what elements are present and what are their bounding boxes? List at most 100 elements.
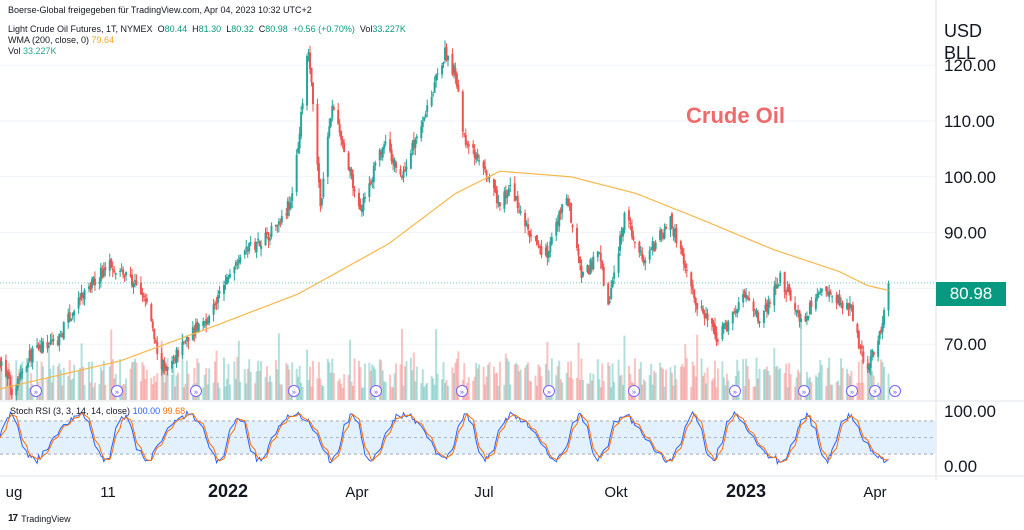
- volume-bar: [291, 362, 294, 400]
- candle-body: [82, 294, 85, 298]
- candle-body: [492, 179, 495, 189]
- candle-body: [255, 241, 258, 253]
- candle-body: [457, 84, 460, 92]
- volume-bar: [755, 357, 758, 400]
- low-value: 80.32: [231, 24, 254, 34]
- volume-bar: [139, 381, 142, 400]
- volume-bar: [518, 371, 521, 400]
- candle-body: [774, 283, 777, 289]
- candle-body: [589, 259, 592, 275]
- svg-text:»: »: [460, 388, 465, 397]
- candle-body: [878, 331, 881, 340]
- volume-bar: [258, 370, 261, 400]
- candle-body: [703, 312, 706, 319]
- volume-bar: [682, 367, 685, 400]
- candle-body: [389, 139, 392, 152]
- candle-body: [288, 202, 291, 210]
- candle-body: [804, 315, 807, 322]
- volume-bar: [227, 363, 230, 400]
- candle-body: [883, 310, 886, 325]
- volume-bar: [765, 366, 768, 400]
- candle-body: [154, 340, 157, 343]
- candle-body: [104, 267, 107, 271]
- candle-body: [665, 226, 668, 230]
- candle-body: [816, 293, 819, 299]
- candle-body: [633, 241, 636, 243]
- candle-body: [651, 241, 654, 250]
- volume-bar: [444, 383, 447, 400]
- candle-body: [150, 304, 153, 321]
- volume-bar: [498, 361, 501, 400]
- candle-body: [534, 236, 537, 238]
- candle-body: [144, 299, 147, 301]
- volume-bar: [276, 369, 279, 400]
- volume-bar: [331, 358, 334, 400]
- volume-bar: [835, 381, 838, 400]
- candle-body: [30, 349, 33, 362]
- candle-body: [343, 143, 346, 153]
- volume-bar: [880, 359, 883, 400]
- volume-bar: [402, 385, 405, 400]
- volume-bar: [773, 348, 776, 400]
- candle-body: [446, 55, 449, 61]
- candle-body: [881, 323, 884, 333]
- volume-bar: [163, 382, 166, 400]
- volume-bar: [519, 369, 522, 400]
- candle-body: [392, 158, 395, 164]
- volume-bar: [310, 386, 313, 400]
- volume-bar: [673, 365, 676, 400]
- volume-bar: [525, 364, 528, 400]
- tradingview-brand[interactable]: 17 TradingView: [8, 513, 71, 524]
- volume-bar: [487, 364, 490, 400]
- volume-bar: [472, 380, 475, 400]
- candle-body: [141, 292, 144, 296]
- candle-body: [663, 228, 666, 239]
- event-markers[interactable]: » » » » » » » » » » » ⚡ »: [30, 385, 901, 397]
- vol-legend: Vol 33.227K: [8, 46, 57, 56]
- event-arrow-icon: [456, 385, 468, 397]
- volume-bar: [214, 361, 217, 400]
- candle-body: [561, 204, 564, 213]
- volume-bar: [47, 348, 50, 400]
- candle-body: [734, 310, 737, 313]
- volume-bar: [743, 385, 746, 400]
- volume-bar: [457, 351, 460, 400]
- volume-bar: [279, 384, 282, 400]
- volume-bar: [691, 361, 694, 400]
- volume-bar: [119, 359, 122, 400]
- candle-body: [444, 47, 447, 61]
- candle-body: [162, 359, 165, 372]
- volume-bar: [696, 334, 699, 400]
- volume-bar: [46, 377, 49, 400]
- volume-bar: [617, 359, 620, 400]
- volume-bar: [389, 374, 392, 400]
- volume-bar: [90, 361, 93, 400]
- candle-body: [426, 105, 429, 112]
- volume-bar: [298, 365, 301, 400]
- candle-body: [222, 284, 225, 294]
- volume-bar: [528, 380, 531, 400]
- candle-body: [690, 272, 693, 287]
- x-tick-label: 11: [100, 484, 116, 501]
- volume-bar: [653, 370, 656, 400]
- candle-body: [237, 260, 240, 264]
- volume-bar: [828, 357, 831, 400]
- volume-bar: [212, 382, 215, 400]
- candle-body: [196, 321, 199, 330]
- stoch-rsi-legend: Stoch RSI (3, 3, 14, 14, close) 100.00 9…: [10, 406, 186, 416]
- candle-body: [831, 296, 834, 298]
- candle-body: [800, 318, 803, 322]
- volume-bar: [122, 384, 125, 400]
- candle-body: [123, 275, 126, 277]
- volume-bar: [592, 373, 595, 400]
- volume-bar: [571, 378, 574, 400]
- candle-body: [279, 222, 282, 224]
- candle-body: [868, 365, 871, 371]
- candle-body: [571, 225, 574, 228]
- volume-bar: [177, 372, 180, 400]
- volume-bar: [205, 367, 208, 400]
- candle-body: [476, 153, 479, 159]
- candle-body: [67, 313, 70, 323]
- volume-bar: [712, 378, 715, 400]
